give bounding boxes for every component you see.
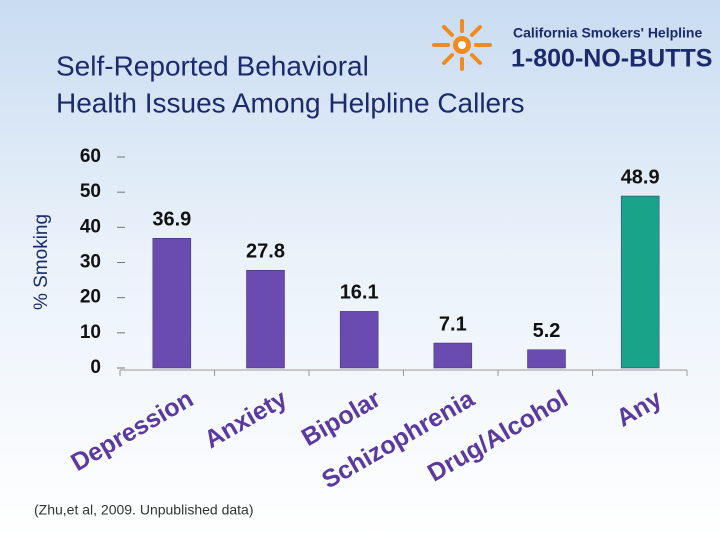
value-label: 7.1: [439, 313, 467, 335]
x-tick-label: Any: [612, 385, 667, 433]
bar: [152, 237, 192, 369]
y-tick-label: 60: [80, 146, 101, 167]
x-tick-label: Depression: [66, 385, 198, 477]
y-tick-label: 50: [80, 181, 101, 202]
bar: [339, 311, 379, 369]
y-tick-label: 30: [80, 252, 101, 273]
logo-icon: [432, 19, 492, 71]
bar: [246, 269, 285, 369]
bar: [527, 349, 566, 369]
value-label: 16.1: [340, 282, 379, 304]
logo-line1: California Smokers' Helpline: [513, 25, 702, 41]
logo-line2: 1-800-NO-BUTTS: [511, 45, 712, 73]
chart-title: Health Issues Among Helpline Callers: [56, 87, 524, 118]
value-label: 48.9: [621, 166, 660, 188]
x-tick-label: Schizophrenia: [317, 384, 480, 494]
y-axis-label: % Smoking: [31, 214, 52, 310]
value-label: 27.8: [246, 241, 285, 263]
y-tick-label: 10: [80, 322, 101, 343]
source-note: (Zhu,et al, 2009. Unpublished data): [34, 502, 253, 518]
bar: [620, 195, 660, 369]
value-label: 36.9: [152, 209, 191, 231]
y-tick-label: 20: [80, 287, 101, 308]
y-tick-label: 40: [80, 216, 101, 237]
y-tick-label: 0: [90, 357, 101, 378]
bar: [433, 342, 473, 369]
value-label: 5.2: [533, 320, 561, 342]
x-tick-label: Anxiety: [200, 385, 292, 454]
chart-title: Self-Reported Behavioral: [56, 50, 369, 81]
